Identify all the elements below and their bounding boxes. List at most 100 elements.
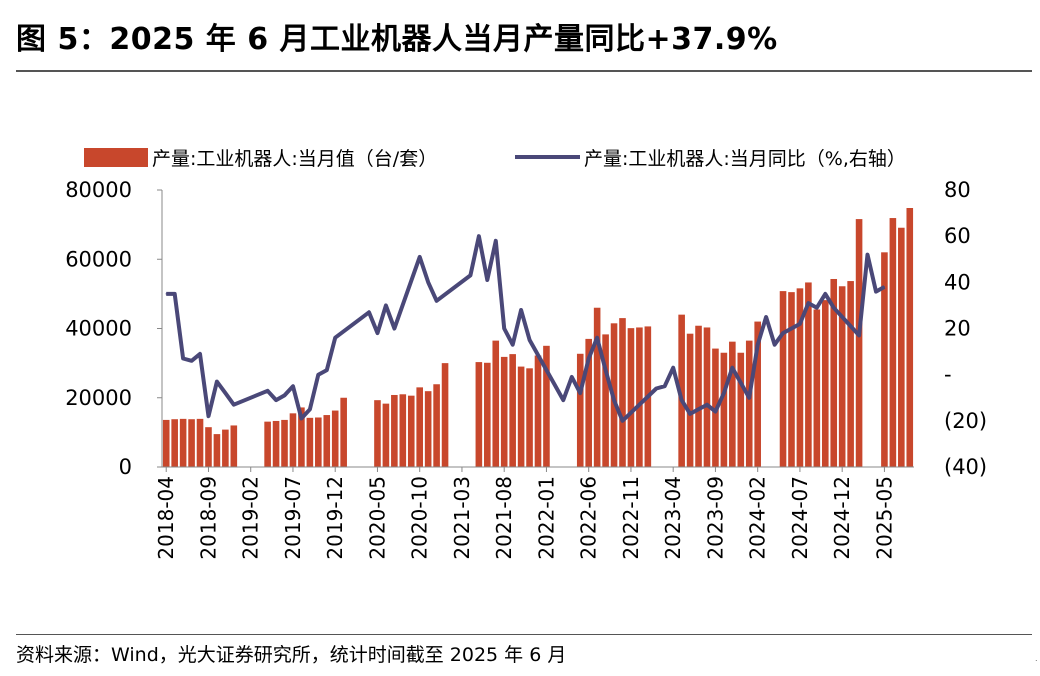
yoy-point (588, 357, 590, 360)
yoy-point (621, 420, 624, 422)
yoy-point (605, 369, 607, 371)
legend-bar-label: 产量:工业机器人:当月值（台/套） (152, 148, 437, 170)
yoy-point (300, 417, 302, 420)
bar (627, 328, 635, 467)
yoy-point (883, 286, 886, 288)
yoy-point (309, 408, 311, 410)
bar (213, 434, 221, 467)
bar (331, 410, 339, 467)
bar (399, 394, 407, 467)
bar (686, 333, 694, 467)
yoy-point (579, 392, 581, 394)
yoy-point (292, 385, 294, 387)
bar (306, 417, 314, 467)
title-divider (16, 70, 1032, 72)
source-divider (16, 634, 1032, 635)
bar (881, 252, 888, 467)
left-tick-label: 60000 (65, 247, 132, 271)
yoy-point (655, 387, 657, 390)
yoy-point (419, 256, 421, 258)
right-tick-label: - (944, 363, 952, 387)
yoy-point (207, 415, 210, 417)
line-series (165, 234, 886, 423)
yoy-point (216, 381, 218, 383)
bar (509, 354, 516, 467)
bar (407, 395, 415, 467)
bar (855, 219, 863, 467)
x-tick-label: 2022-11 (619, 476, 643, 560)
yoy-point (731, 367, 733, 369)
source-note: 资料来源：Wind，光大证券研究所，统计时间截至 2025 年 6 月 (16, 644, 567, 666)
yoy-point (385, 304, 387, 306)
bar (196, 418, 204, 467)
yoy-point (233, 404, 235, 406)
bar (576, 353, 584, 467)
bar (264, 421, 271, 467)
x-tick-label: 2022-06 (577, 476, 601, 560)
yoy-point (672, 367, 674, 369)
yoy-point (469, 274, 471, 276)
bar (830, 278, 838, 467)
yoy-point (613, 399, 615, 401)
legend-bar-swatch (84, 148, 148, 167)
yoy-point (697, 408, 700, 410)
chart-axes: 0 20000 40000 60000 80000 (40) (20) - 20 40 60 80 20… (65, 178, 987, 560)
bar (424, 391, 432, 467)
yoy-point (782, 332, 784, 334)
yoy-point (334, 337, 336, 339)
yoy-point (807, 302, 810, 304)
yoy-point (748, 397, 750, 399)
yoy-point (224, 392, 226, 394)
yoy-point (833, 307, 835, 309)
yoy-point (520, 309, 522, 311)
bar (737, 352, 745, 467)
right-tick-label: 60 (944, 224, 971, 248)
bar (779, 291, 787, 467)
yoy-point (723, 392, 725, 394)
yoy-point (875, 291, 877, 293)
yoy-point (816, 307, 818, 309)
bar (729, 341, 736, 467)
right-tick-label: (40) (944, 455, 987, 479)
yoy-point (824, 293, 826, 295)
yoy-point (774, 344, 776, 346)
left-tick-label: 40000 (65, 317, 132, 341)
bar (543, 345, 550, 467)
bar (906, 208, 914, 467)
bar (475, 362, 483, 467)
x-tick-label: 2024-12 (830, 476, 854, 560)
x-tick-label: 2020-10 (408, 476, 432, 560)
yoy-point (478, 235, 480, 237)
bar (796, 288, 804, 467)
x-tick-label: 2019-02 (239, 476, 263, 560)
x-tick-label: 2021-03 (450, 476, 474, 560)
yoy-line (166, 234, 886, 423)
bar (678, 314, 685, 467)
bar (222, 429, 229, 467)
yoy-point (596, 337, 598, 339)
bar (703, 327, 711, 467)
yoy-point (512, 344, 514, 346)
yoy-point (571, 376, 573, 378)
yoy-point (664, 385, 666, 387)
bar (484, 362, 491, 467)
bar (391, 394, 398, 467)
yoy-point (689, 413, 691, 415)
chart-legend: 产量:工业机器人:当月值（台/套） 产量:工业机器人:当月同比（%,右轴） (84, 148, 906, 170)
yoy-point (275, 399, 277, 401)
bar (593, 307, 601, 467)
yoy-point (714, 411, 717, 413)
right-tick-label: 80 (944, 178, 971, 202)
bar (745, 340, 753, 467)
x-tick-label: 2021-08 (492, 476, 516, 560)
bar (847, 281, 854, 467)
x-tick-label: 2019-07 (281, 476, 305, 560)
bar (382, 403, 390, 467)
yoy-point (317, 374, 319, 376)
yoy-point (191, 360, 193, 362)
bar (433, 384, 440, 467)
right-tick-label: 40 (944, 270, 971, 294)
x-tick-label: 2019-12 (323, 476, 347, 560)
bar (205, 427, 212, 467)
bar (602, 334, 609, 467)
